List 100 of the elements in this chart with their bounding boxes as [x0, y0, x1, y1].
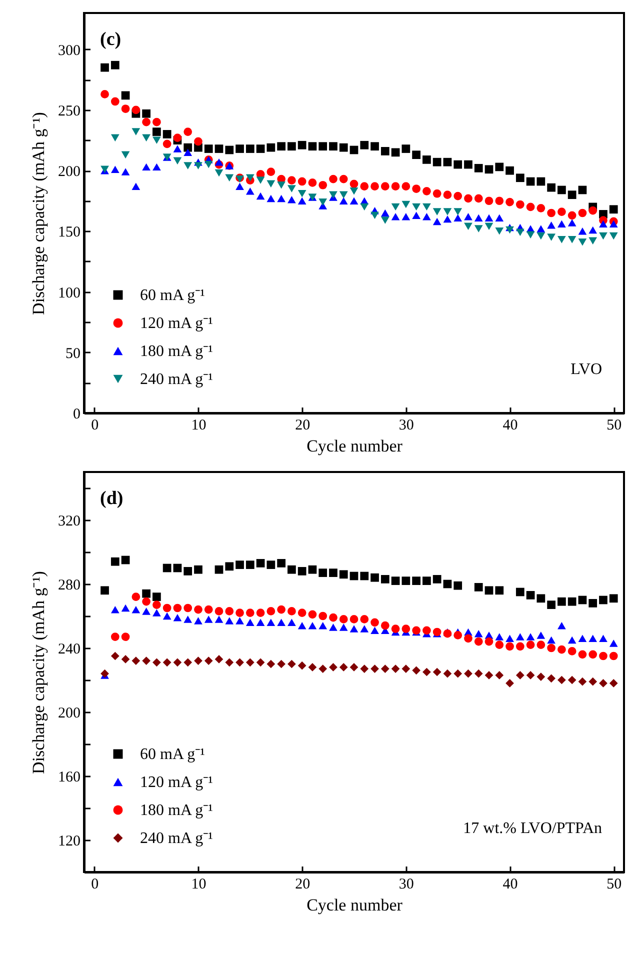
- point: [152, 658, 161, 667]
- point: [578, 208, 587, 218]
- point: [225, 617, 234, 624]
- point: [495, 214, 504, 222]
- point: [506, 679, 514, 688]
- point: [266, 618, 276, 626]
- point: [599, 232, 608, 240]
- point: [277, 605, 286, 614]
- point: [484, 214, 494, 222]
- point: [350, 146, 358, 154]
- point: [288, 618, 296, 626]
- point: [225, 658, 234, 667]
- legend-label: 120 mA g⁻¹: [140, 315, 214, 332]
- point: [599, 679, 608, 688]
- legend-label: 180 mA g⁻¹: [140, 343, 214, 360]
- point: [536, 225, 546, 232]
- point: [370, 573, 379, 582]
- point: [329, 624, 338, 631]
- point: [547, 636, 556, 644]
- point: [204, 144, 213, 153]
- point: [256, 658, 265, 667]
- point: [110, 134, 120, 142]
- point: [318, 664, 328, 673]
- point: [412, 576, 420, 585]
- point: [100, 63, 109, 72]
- x-tick-label: 40: [502, 876, 518, 892]
- point: [536, 177, 546, 186]
- point: [350, 663, 358, 672]
- point: [288, 607, 296, 616]
- point: [380, 182, 390, 191]
- point: [256, 192, 265, 200]
- point: [152, 118, 161, 126]
- point: [412, 212, 420, 220]
- point: [100, 90, 109, 98]
- point: [516, 633, 524, 640]
- point: [568, 211, 576, 220]
- point: [547, 183, 556, 192]
- x-tick-label: 0: [91, 418, 99, 434]
- point: [266, 143, 276, 152]
- y-tick-label: 150: [58, 224, 80, 241]
- point: [214, 169, 224, 177]
- point: [599, 652, 608, 660]
- point: [370, 212, 379, 220]
- point: [516, 228, 524, 236]
- point: [391, 624, 400, 633]
- point: [236, 560, 244, 569]
- point: [516, 671, 524, 680]
- point: [256, 559, 265, 568]
- point: [204, 160, 213, 168]
- point: [370, 664, 379, 673]
- point: [277, 194, 286, 202]
- point: [609, 232, 618, 240]
- point: [495, 640, 504, 649]
- point: [162, 658, 172, 667]
- point: [464, 213, 472, 220]
- point: [214, 565, 224, 574]
- point: [495, 671, 504, 680]
- point: [464, 194, 472, 203]
- x-tick-label: 50: [606, 418, 622, 434]
- point: [526, 177, 535, 186]
- point: [318, 142, 328, 151]
- point: [152, 163, 161, 171]
- point: [402, 664, 410, 673]
- y-tick-label: 250: [58, 103, 80, 120]
- point: [558, 236, 566, 244]
- point: [298, 622, 306, 630]
- point: [360, 203, 369, 211]
- y-tick-label: 200: [58, 164, 80, 180]
- point: [204, 605, 213, 614]
- point: [474, 194, 483, 203]
- point: [246, 174, 254, 182]
- legend-label: 60 mA g⁻¹: [140, 287, 206, 304]
- point: [298, 177, 306, 186]
- legend-label: 60 mA g⁻¹: [140, 746, 206, 763]
- point: [464, 222, 472, 230]
- point: [288, 660, 296, 668]
- point: [204, 656, 213, 665]
- point: [288, 176, 296, 184]
- y-tick-label: 100: [58, 285, 80, 302]
- point: [225, 607, 234, 616]
- point: [454, 208, 462, 216]
- y-tick-label: 50: [66, 346, 80, 362]
- point: [547, 644, 556, 652]
- point: [506, 634, 514, 642]
- point: [536, 594, 546, 603]
- point: [568, 190, 576, 199]
- x-tick-label: 10: [191, 876, 206, 892]
- point: [558, 597, 566, 606]
- point: [526, 633, 535, 640]
- point: [173, 145, 182, 152]
- legend-label: 180 mA g⁻¹: [140, 802, 214, 819]
- point: [380, 216, 390, 224]
- point: [308, 565, 317, 574]
- point: [412, 666, 420, 675]
- point: [288, 565, 296, 574]
- point: [547, 208, 556, 218]
- point: [256, 176, 265, 184]
- point: [391, 664, 400, 673]
- point: [350, 197, 358, 204]
- legend-label: 120 mA g⁻¹: [140, 774, 214, 791]
